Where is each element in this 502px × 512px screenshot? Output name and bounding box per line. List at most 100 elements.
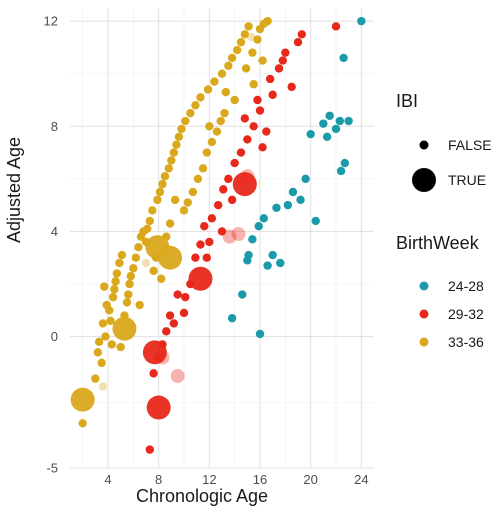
data-point [158, 179, 167, 189]
data-point [129, 264, 138, 273]
x-tick-label: 16 [253, 472, 267, 487]
data-point [191, 101, 200, 110]
data-point [276, 258, 285, 268]
data-point [115, 258, 124, 268]
data-point [155, 187, 165, 197]
data-point [110, 285, 119, 294]
data-point [91, 374, 100, 383]
legend-birthweek-29-32-label: 29-32 [448, 306, 484, 322]
legend-birthweek-24-28-label: 24-28 [448, 278, 484, 294]
data-point [112, 316, 137, 341]
x-tick-label: 20 [303, 472, 317, 487]
data-point [306, 129, 315, 139]
data-point [165, 311, 175, 320]
data-point [134, 243, 143, 252]
data-point [193, 174, 203, 184]
data-point [287, 82, 296, 92]
legend-ibi-title: IBI [396, 91, 418, 111]
data-point [173, 290, 182, 299]
data-point [221, 87, 230, 97]
data-point [274, 64, 284, 73]
data-point [170, 195, 180, 205]
data-point [160, 172, 170, 181]
data-point [357, 16, 366, 26]
data-point [169, 319, 179, 328]
data-point [319, 119, 328, 128]
data-point [198, 164, 208, 173]
x-axis-ticks: 4 8 12 16 20 24 [104, 472, 368, 487]
x-axis-title: Chronologic Age [136, 486, 268, 506]
data-point [259, 214, 268, 223]
data-point [181, 116, 190, 126]
legend-ibi-true-marker [412, 168, 436, 192]
data-point [227, 53, 237, 63]
data-point [297, 30, 306, 39]
data-point [158, 245, 183, 270]
data-point [227, 195, 237, 205]
data-point [196, 240, 205, 249]
data-point [94, 337, 104, 347]
data-point [236, 37, 246, 47]
data-point [325, 111, 334, 120]
data-point [131, 253, 141, 262]
y-tick-label: 0 [51, 329, 58, 344]
data-point [205, 237, 214, 247]
data-point-faded [98, 382, 108, 391]
data-point [100, 282, 109, 291]
data-point [216, 116, 225, 126]
data-point [241, 64, 251, 73]
data-point [339, 53, 348, 63]
y-tick-label: 4 [51, 224, 58, 239]
y-tick-label: -5 [46, 461, 58, 476]
data-point [98, 319, 108, 328]
data-point [203, 85, 213, 94]
x-tick-label: 24 [354, 472, 368, 487]
data-point [101, 332, 110, 341]
legend-birthweek-33-36-label: 33-36 [448, 334, 484, 350]
data-point [153, 195, 162, 205]
legend-birthweek-33-36-marker [419, 337, 429, 347]
data-point [191, 253, 200, 262]
data-point [311, 216, 320, 226]
data-point [124, 290, 133, 299]
data-point [281, 48, 290, 57]
data-point-faded [170, 369, 185, 383]
y-tick-label: 12 [44, 14, 58, 29]
data-point [253, 95, 262, 105]
data-point [244, 250, 253, 260]
data-point [207, 137, 217, 147]
data-point [278, 56, 287, 65]
data-point [331, 22, 341, 31]
data-point [248, 48, 257, 57]
data-point [210, 77, 219, 86]
data-point [236, 148, 246, 157]
data-point [143, 224, 152, 233]
data-point [179, 206, 189, 215]
data-point [233, 45, 242, 55]
data-point [331, 124, 341, 134]
data-point [230, 95, 239, 105]
data-point-faded [231, 227, 246, 242]
data-point [200, 221, 209, 231]
data-point [142, 340, 167, 365]
data-point [205, 122, 214, 131]
data-point [106, 316, 115, 325]
data-point [219, 185, 228, 194]
data-point [224, 61, 233, 71]
data-point [78, 419, 87, 428]
data-point [249, 80, 258, 89]
data-point [145, 216, 154, 226]
data-point [258, 56, 267, 65]
x-tick-label: 8 [155, 472, 162, 487]
data-point [217, 227, 227, 236]
data-point [70, 387, 95, 412]
data-point [301, 174, 310, 184]
data-point-faded [246, 32, 256, 42]
data-point [255, 329, 265, 339]
data-point [227, 313, 237, 323]
data-point [288, 187, 298, 197]
data-point [253, 35, 262, 44]
data-point [202, 253, 211, 262]
data-point [188, 187, 198, 197]
